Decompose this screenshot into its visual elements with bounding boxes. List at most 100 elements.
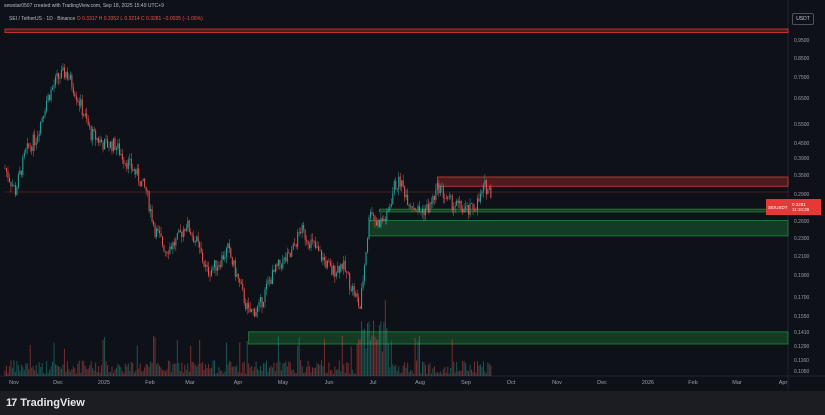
volume-bar bbox=[115, 367, 117, 376]
time-axis-label: Dec bbox=[597, 380, 607, 386]
candle-body bbox=[282, 258, 284, 269]
candle-body bbox=[224, 256, 226, 260]
volume-bar bbox=[260, 365, 262, 376]
price-axis-label: 0.9500 bbox=[794, 38, 810, 44]
candle-body bbox=[160, 233, 162, 237]
volume-bar bbox=[28, 368, 30, 376]
candle-body bbox=[17, 174, 19, 188]
volume-bar bbox=[219, 370, 221, 376]
price-axis-label: 0.2300 bbox=[794, 236, 810, 242]
volume-bar bbox=[323, 338, 325, 376]
volume-bar bbox=[451, 339, 453, 376]
volume-bar bbox=[413, 373, 415, 376]
candle-body bbox=[31, 147, 33, 152]
volume-bar bbox=[66, 361, 68, 376]
volume-bar bbox=[65, 371, 67, 376]
candle-body bbox=[427, 204, 429, 213]
volume-bar bbox=[87, 368, 89, 376]
volume-bar bbox=[227, 364, 229, 376]
tradingview-logo[interactable]: 17 TradingView bbox=[6, 397, 85, 409]
tradingview-brand-text: TradingView bbox=[20, 397, 85, 409]
ohlc-low: L 0.3214 bbox=[120, 16, 140, 22]
candle-body bbox=[384, 218, 386, 221]
candle-body bbox=[337, 265, 339, 273]
candle-body bbox=[316, 246, 318, 248]
volume-bar bbox=[90, 361, 92, 376]
candle-body bbox=[359, 306, 361, 309]
symbol-legend[interactable]: SEI / TetherUS · 1D · Binance O 0.3317 H… bbox=[9, 16, 203, 22]
volume-bar bbox=[430, 373, 432, 376]
candle-body bbox=[144, 178, 146, 187]
time-axis-label: May bbox=[278, 380, 289, 386]
volume-bar bbox=[456, 361, 458, 376]
volume-bar bbox=[69, 371, 71, 376]
volume-bar bbox=[215, 373, 217, 376]
volume-bar bbox=[325, 372, 327, 376]
volume-bar bbox=[371, 335, 373, 376]
volume-bar bbox=[133, 372, 135, 376]
volume-bar bbox=[5, 365, 8, 376]
candle-body bbox=[83, 115, 85, 116]
candle-body bbox=[219, 265, 221, 267]
volume-bar bbox=[208, 364, 210, 376]
volume-bar bbox=[313, 368, 315, 376]
volume-bar bbox=[303, 372, 305, 376]
volume-bar bbox=[355, 373, 357, 376]
volume-bar bbox=[389, 367, 391, 376]
candle-body bbox=[14, 185, 16, 195]
candle-body bbox=[81, 99, 83, 116]
candle-body bbox=[355, 293, 357, 296]
volume-bar bbox=[450, 368, 452, 376]
candle-body bbox=[187, 220, 189, 228]
volume-bar bbox=[484, 371, 486, 376]
volume-bar bbox=[279, 361, 281, 376]
candle-body bbox=[218, 265, 220, 268]
candle-body bbox=[222, 255, 224, 260]
volume-bar bbox=[205, 364, 207, 376]
volume-bar bbox=[181, 362, 183, 376]
candle-body bbox=[211, 269, 213, 276]
candle-body bbox=[117, 143, 119, 149]
currency-selector[interactable]: USDT bbox=[792, 13, 814, 25]
volume-bar bbox=[185, 369, 187, 376]
volume-bar bbox=[106, 365, 109, 376]
volume-bar bbox=[398, 366, 400, 376]
candle-body bbox=[398, 176, 400, 189]
candle-body bbox=[356, 293, 358, 298]
volume-bar bbox=[285, 361, 287, 376]
candle-body bbox=[175, 239, 177, 246]
candle-body bbox=[364, 265, 366, 282]
candle-body bbox=[326, 260, 328, 268]
volume-bar bbox=[488, 364, 490, 376]
candle-body bbox=[248, 303, 250, 309]
volume-bar bbox=[202, 361, 204, 376]
candle-body bbox=[459, 200, 461, 204]
candle-body bbox=[188, 220, 190, 232]
candle-body bbox=[334, 265, 336, 277]
volume-bar bbox=[104, 337, 106, 376]
volume-bar bbox=[369, 339, 372, 376]
candle-body bbox=[279, 259, 281, 265]
chart-canvas[interactable]: 1.00000.95000.85000.75000.65000.55000.45… bbox=[0, 0, 825, 391]
price-axis-label: 0.2100 bbox=[794, 254, 810, 260]
price-axis-label: 0.8500 bbox=[794, 56, 810, 62]
volume-bar bbox=[127, 363, 129, 376]
volume-bar bbox=[457, 371, 459, 376]
candle-body bbox=[257, 306, 259, 312]
volume-bar bbox=[50, 366, 52, 376]
time-axis-label: Oct bbox=[507, 380, 516, 386]
volume-bar bbox=[375, 339, 377, 376]
volume-bar bbox=[52, 361, 54, 376]
volume-bar bbox=[147, 364, 149, 376]
candle-body bbox=[435, 189, 437, 200]
volume-bar bbox=[166, 369, 168, 376]
volume-bar bbox=[249, 367, 251, 376]
candle-body bbox=[255, 311, 257, 317]
candle-body bbox=[395, 180, 397, 190]
price-axis-label: 0.1410 bbox=[794, 330, 810, 336]
candle-body bbox=[106, 139, 109, 148]
candle-body bbox=[4, 168, 6, 169]
candle-body bbox=[80, 99, 82, 106]
volume-bar bbox=[130, 361, 132, 376]
volume-bar bbox=[326, 373, 328, 376]
